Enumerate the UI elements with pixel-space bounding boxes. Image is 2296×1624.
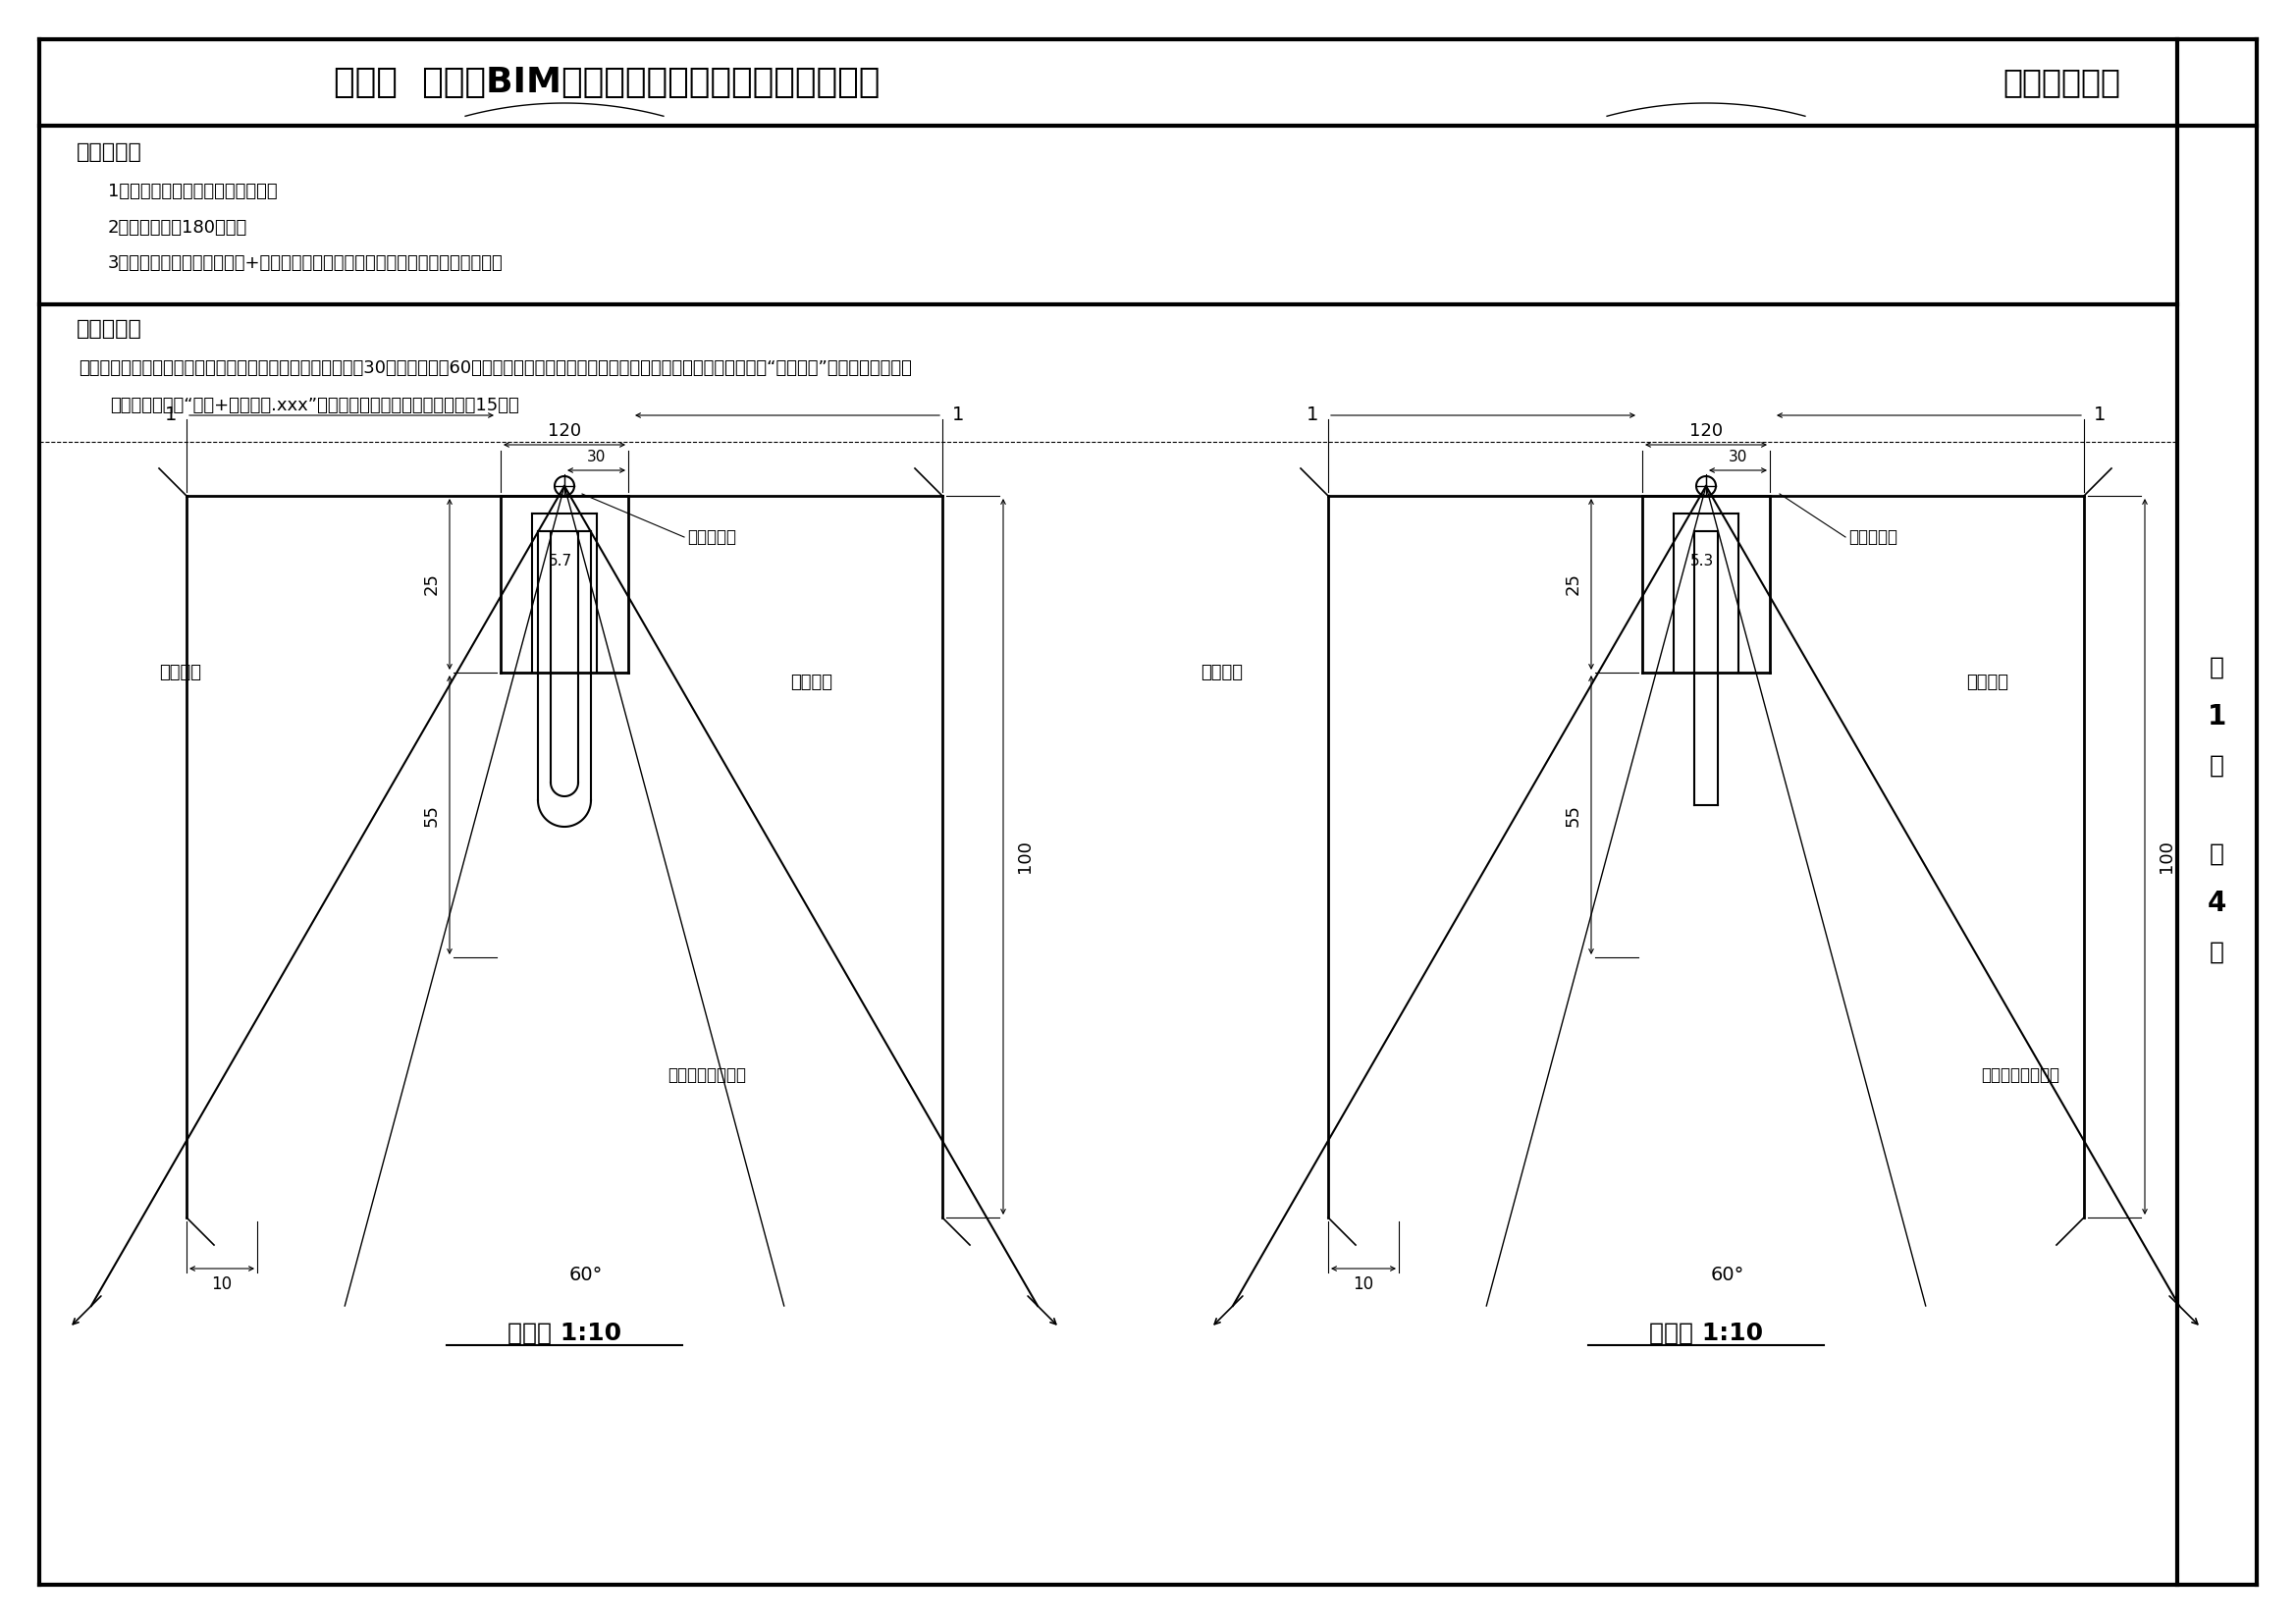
- Text: 30: 30: [588, 450, 606, 464]
- Text: 设置点光源: 设置点光源: [687, 528, 737, 546]
- Text: 1: 1: [2206, 703, 2225, 731]
- Text: 2、考试时间为180分钟；: 2、考试时间为180分钟；: [108, 219, 248, 237]
- Text: 1、考试方式：计算机操作，闭卷；: 1、考试方式：计算机操作，闭卷；: [108, 182, 278, 200]
- Text: 黑色材质: 黑色材质: [1201, 664, 1242, 682]
- Text: 55: 55: [1564, 804, 1582, 827]
- Text: 4: 4: [2206, 890, 2227, 918]
- Text: 页: 页: [2209, 754, 2225, 778]
- Text: 正视图 1:10: 正视图 1:10: [507, 1322, 622, 1345]
- Text: 中国图学学会: 中国图学学会: [2002, 67, 2119, 99]
- Text: 25: 25: [1564, 573, 1582, 596]
- Text: 黑色材质: 黑色材质: [158, 664, 202, 682]
- Text: 120: 120: [1690, 422, 1722, 440]
- Text: 白色材质: 白色材质: [790, 674, 833, 692]
- Text: 考试要求：: 考试要求：: [76, 143, 142, 162]
- Text: 100: 100: [2158, 840, 2174, 874]
- Text: 100: 100: [1015, 840, 1033, 874]
- Text: 120: 120: [549, 422, 581, 440]
- Text: 55: 55: [422, 804, 441, 827]
- Text: 侧视图 1:10: 侧视图 1:10: [1649, 1322, 1763, 1345]
- Text: 1: 1: [2094, 406, 2105, 424]
- Text: 10: 10: [1352, 1275, 1373, 1293]
- Text: 设置点光源: 设置点光源: [1848, 528, 1896, 546]
- Text: 10: 10: [211, 1275, 232, 1293]
- Text: 页: 页: [2209, 940, 2225, 965]
- Text: 1: 1: [953, 406, 964, 424]
- Text: 5.7: 5.7: [549, 554, 572, 568]
- Text: 1: 1: [1306, 406, 1318, 424]
- Text: 60°: 60°: [569, 1265, 604, 1285]
- Text: 1: 1: [165, 406, 177, 424]
- Text: 一、请按照如图所示建立筒灯构件，此筒灯构件光源光束角为30度，光场角为60度，图中标示不全地方请自行设置，其中筒灯各部分材质需要在“构件类型”中体现相关数据。: 一、请按照如图所示建立筒灯构件，此筒灯构件光源光束角为30度，光场角为60度，图…: [78, 359, 912, 377]
- Text: 第十期  「全国BIM技能等级考试」二级（设备）试题: 第十期 「全国BIM技能等级考试」二级（设备）试题: [333, 67, 879, 99]
- Text: 乳白色不透明玻璃: 乳白色不透明玻璃: [1981, 1067, 2060, 1083]
- Text: 试题部分：: 试题部分：: [76, 318, 142, 339]
- Text: 60°: 60°: [1711, 1265, 1745, 1285]
- Text: 30: 30: [1729, 450, 1747, 464]
- Text: 请将模型文件以“简灯+考生姓名.xxx”为文件名保存到考生文件夹中。（15分）: 请将模型文件以“简灯+考生姓名.xxx”为文件名保存到考生文件夹中。（15分）: [110, 396, 519, 414]
- Text: 乳白色不透明玻璃: 乳白色不透明玻璃: [668, 1067, 746, 1083]
- Text: 3、新建文件夹（以准考证号+姓名命名），用于存放本次考试中生成的全部文件。: 3、新建文件夹（以准考证号+姓名命名），用于存放本次考试中生成的全部文件。: [108, 255, 503, 271]
- Text: 25: 25: [422, 573, 441, 596]
- Text: 白色材质: 白色材质: [1965, 674, 2009, 692]
- Text: 5.3: 5.3: [1690, 554, 1715, 568]
- Text: 共: 共: [2209, 843, 2225, 866]
- Text: 第: 第: [2209, 656, 2225, 679]
